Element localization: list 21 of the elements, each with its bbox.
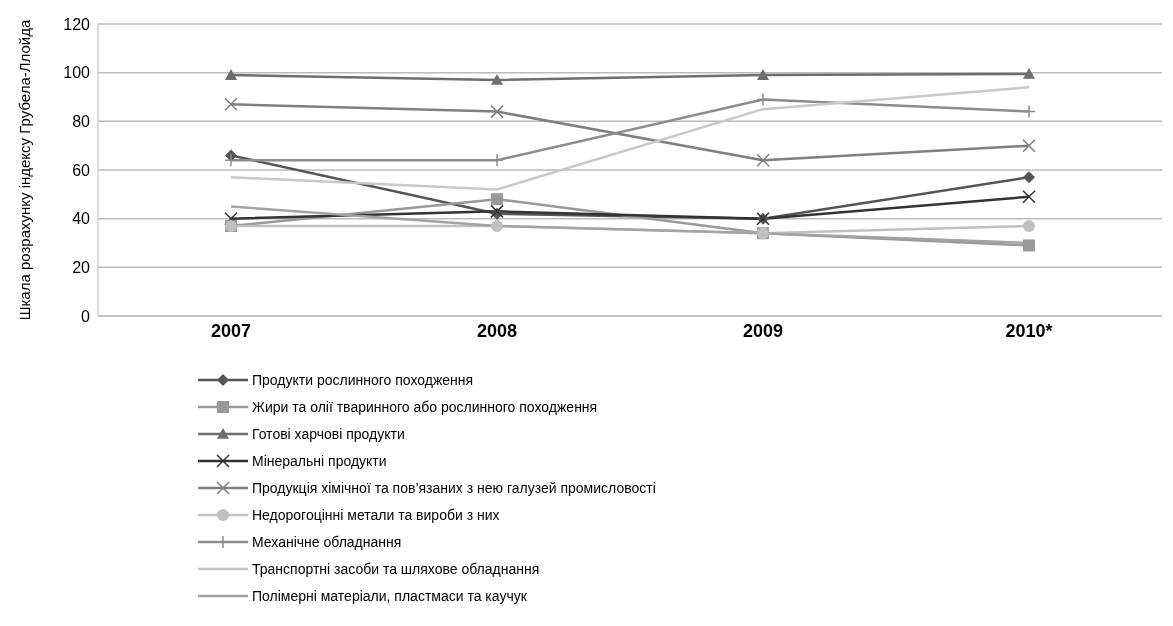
y-axis-title: Шкала розрахунку індексу Грубела-Ллойда [16, 19, 34, 321]
y-tick-label: 40 [72, 210, 91, 228]
legend-label: Недорогоцінні метали та вироби з них [252, 506, 500, 523]
y-tick-label: 0 [81, 307, 91, 325]
y-tick-label: 100 [63, 64, 91, 82]
legend-label: Полімерні матеріали, пластмаси та каучук [252, 587, 527, 604]
y-tick-label: 80 [72, 113, 91, 131]
legend-label: Продукти рослинного походження [252, 371, 474, 388]
y-tick-label: 60 [72, 161, 91, 179]
x-tick-label: 2008 [476, 320, 518, 341]
legend-label: Механічне обладнання [252, 533, 402, 550]
legend-label: Продукція хімічної та пов’язаних з нею галузей промисловості [252, 479, 656, 496]
legend-label: Готові харчові продукти [252, 425, 405, 442]
x-tick-label: 2010* [1005, 320, 1053, 341]
x-tick-label: 2007 [210, 320, 252, 341]
legend-label: Жири та олії тваринного або рослинного походження [252, 398, 598, 415]
legend-label: Мінеральні продукти [252, 452, 387, 469]
y-tick-label: 20 [72, 259, 91, 277]
legend-label: Транспортні засоби та шляхове обладнання [252, 560, 540, 577]
x-tick-label: 2009 [742, 320, 784, 341]
y-tick-label: 120 [63, 15, 91, 33]
